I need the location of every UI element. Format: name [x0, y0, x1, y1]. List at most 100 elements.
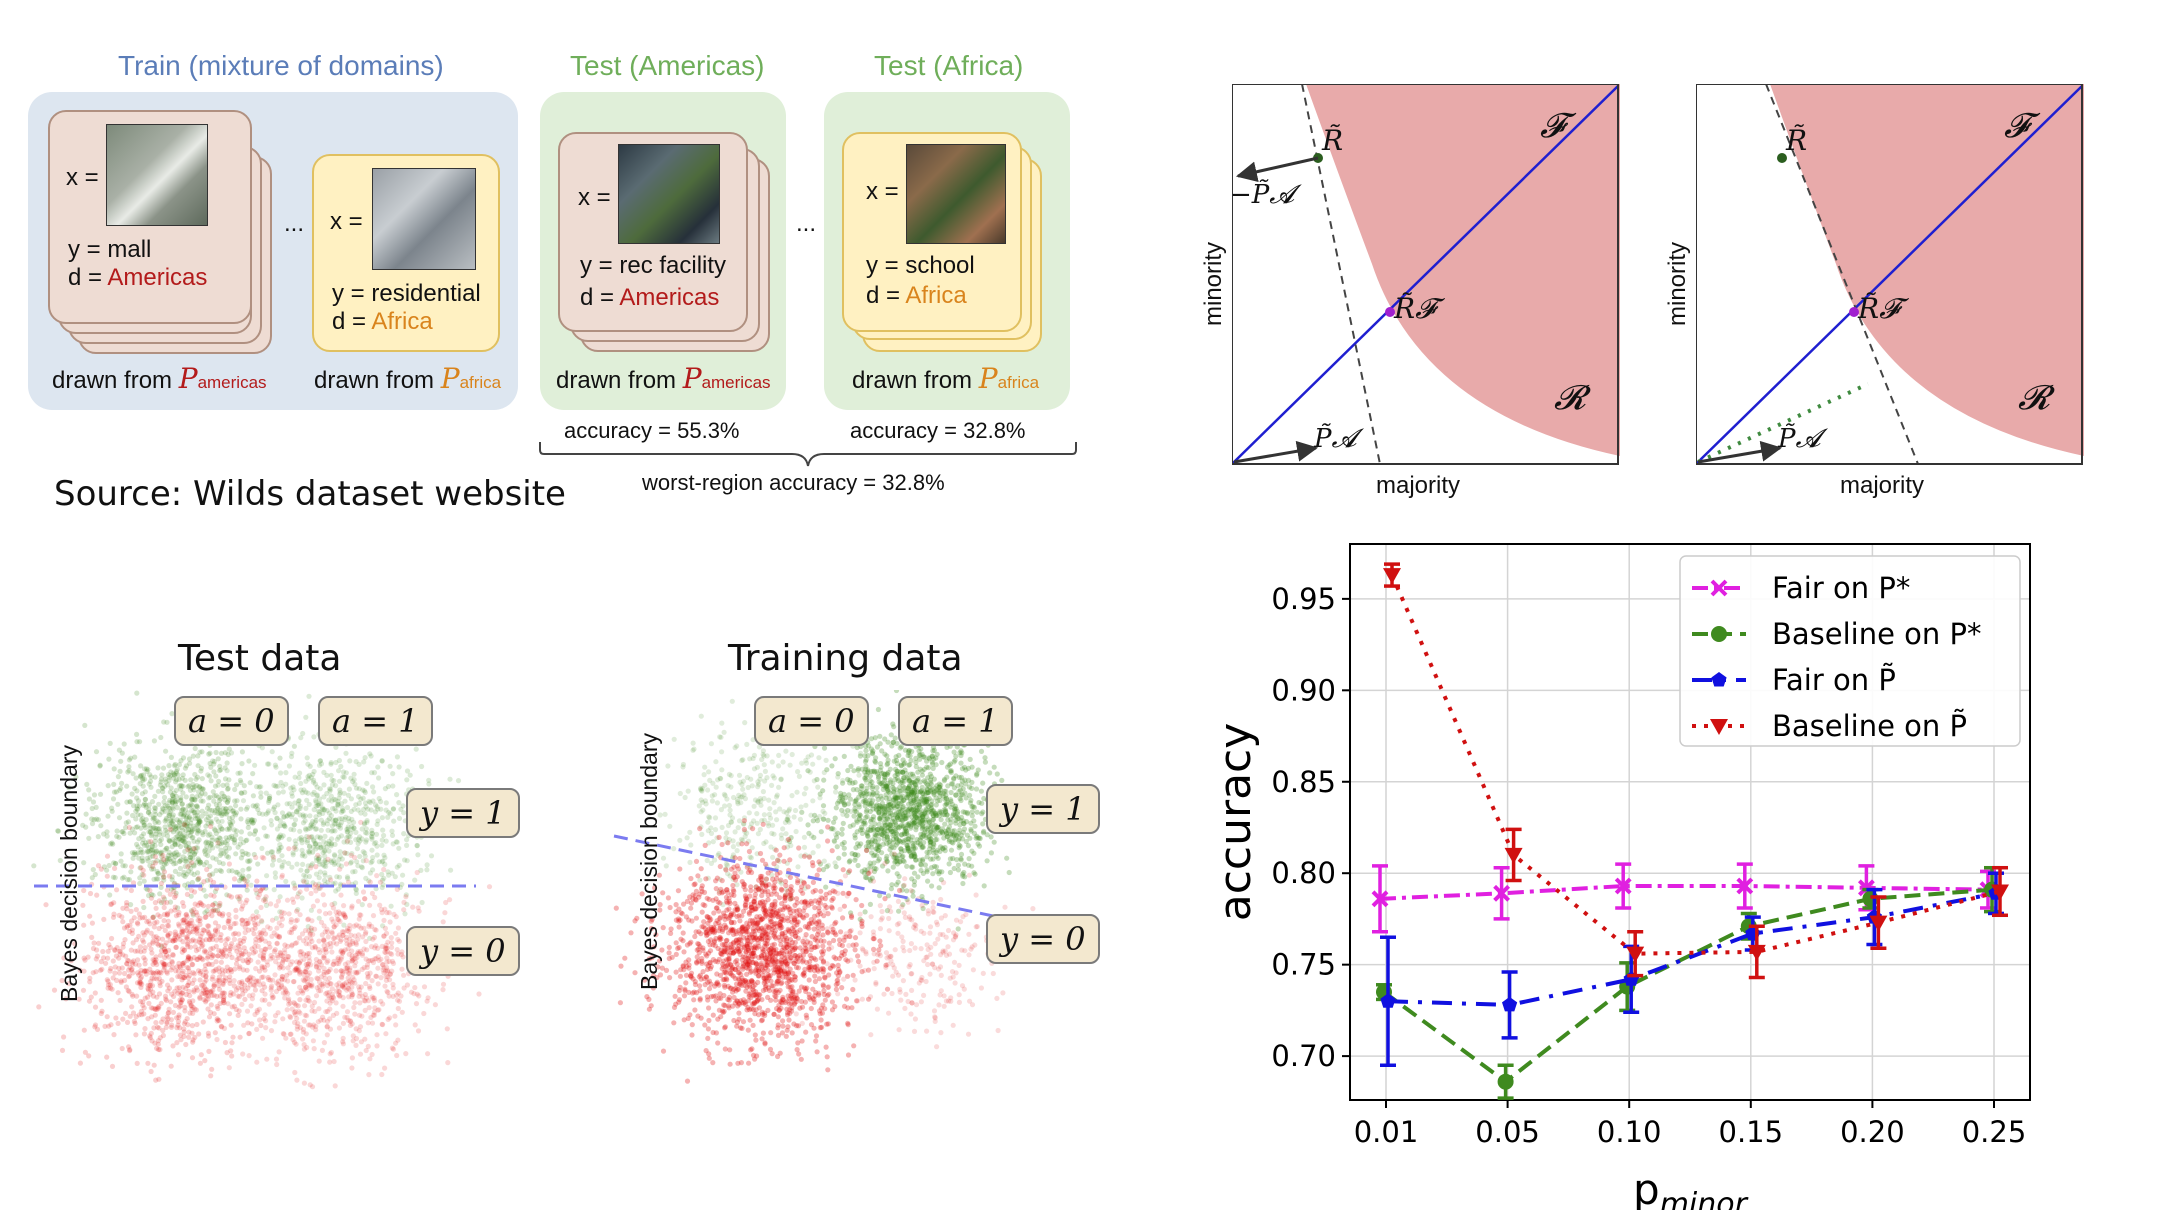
label-a1-right: a = 1	[898, 696, 1013, 746]
series-0	[1371, 862, 1997, 934]
point-cloud	[613, 818, 915, 1084]
x-tick-label: 0.15	[1719, 1115, 1784, 1149]
series-line	[1379, 884, 1989, 901]
x-label: x =	[578, 184, 611, 211]
point-cloud	[761, 851, 1039, 1050]
scatter-training	[613, 690, 1056, 1084]
legend-marker	[1711, 672, 1727, 687]
series-line	[1390, 574, 2001, 956]
region-plot-left	[1232, 84, 1620, 465]
series-line	[1387, 891, 1997, 1007]
series-line	[1382, 887, 1993, 1085]
label-residential: y = residential	[332, 280, 481, 307]
ellipsis: ...	[284, 210, 305, 237]
ellipsis: ...	[796, 210, 817, 237]
label-a0-right: a = 0	[754, 696, 869, 746]
x-label: x =	[866, 178, 899, 205]
drawn-from-africa: drawn from Pafrica	[314, 362, 502, 395]
label-pa: P̃𝓐	[1778, 424, 1821, 454]
x-tick-label: 0.20	[1840, 1115, 1905, 1149]
label-rec-facility: y = rec facility	[580, 252, 727, 279]
y-tick-label: 0.95	[1271, 582, 1336, 616]
fairness-line	[1696, 85, 2083, 465]
y-tick-label: 0.85	[1271, 765, 1336, 799]
arrow-minus-pa	[1235, 156, 1319, 183]
dotted-line	[1697, 382, 1869, 464]
x-label: x =	[330, 208, 363, 235]
label-y0-left: y = 0	[406, 926, 520, 976]
series-2	[1380, 871, 2004, 1067]
ylabel-minority: minority	[1200, 241, 1227, 326]
domain-school: d = Africa	[866, 282, 967, 309]
data-point	[1614, 877, 1632, 895]
scatter-title-training: Training data	[728, 638, 963, 679]
series-3	[1383, 562, 2009, 980]
domain-residential: d = Africa	[332, 308, 433, 335]
arrow-pa	[1233, 440, 1319, 464]
label-r: 𝓡	[2018, 378, 2050, 418]
data-point	[1504, 847, 1523, 864]
label-f: 𝓕	[1540, 106, 1566, 146]
legend-label: Baseline on P*	[1772, 617, 1982, 651]
point-cloud	[31, 690, 316, 950]
card-mall: x = y = mall d = Americas	[48, 110, 252, 324]
legend-box	[1679, 555, 2021, 747]
legend: Fair on P* Baseline on P* Fair on P̃ Baseli…	[1679, 555, 2021, 747]
satellite-image-mall	[106, 124, 208, 226]
legend-label: Fair on P*	[1772, 571, 1910, 605]
x-tick-label: 0.01	[1354, 1115, 1419, 1149]
source-caption: Source: Wilds dataset website	[54, 474, 566, 514]
label-r-tilde: R̃	[1322, 124, 1344, 157]
legend-marker	[1710, 579, 1728, 597]
data-point	[1736, 877, 1754, 895]
scatter-test	[31, 690, 493, 1090]
boundary-label-right: Bayes decision boundary	[636, 733, 662, 990]
data-point	[1747, 944, 1766, 961]
data-point	[1869, 915, 1888, 932]
region-plot-right	[1696, 84, 2084, 465]
x-tick-label: 0.25	[1962, 1115, 2027, 1149]
decision-boundary	[613, 834, 1051, 930]
label-y1-left: y = 1	[406, 788, 520, 838]
ylabel-minority: minority	[1664, 241, 1691, 326]
data-point	[1497, 1073, 1514, 1090]
x-axis-label: pminor	[1633, 1165, 1749, 1210]
x-label: x =	[66, 164, 99, 191]
feasible-region	[1306, 84, 1620, 456]
y-tick-label: 0.80	[1271, 856, 1336, 890]
label-school: y = school	[866, 252, 975, 279]
satellite-image-residential	[372, 168, 476, 270]
legend-label: Fair on P̃	[1772, 663, 1896, 697]
accuracy-chart: 0.70 0.75 0.80 0.85 0.90 0.95 0.01 0.05 0.10 0.15…	[1220, 543, 2031, 1210]
xlabel-majority: majority	[1376, 472, 1461, 499]
label-r: 𝓡	[1554, 378, 1586, 418]
card-rec-facility: x = y = rec facility d = Americas	[558, 132, 748, 332]
data-point	[1383, 568, 1401, 585]
label-f: 𝓕	[2004, 106, 2030, 146]
point-r-tilde	[1777, 153, 1787, 163]
satellite-image-rec-facility	[618, 144, 720, 244]
y-tick-label: 0.90	[1271, 673, 1336, 707]
test-americas-title: Test (Americas)	[570, 50, 765, 81]
feasible-region	[1770, 84, 2084, 456]
data-point	[1991, 884, 2009, 901]
tangent-line	[1301, 84, 1381, 465]
legend-marker	[1711, 626, 1727, 642]
plot-frame	[1349, 543, 2031, 1101]
domain-rec-facility: d = Americas	[580, 284, 720, 311]
drawn-from-americas-test: drawn from Pamericas	[556, 362, 771, 395]
label-rf: R̃𝓕	[1394, 292, 1436, 325]
data-point	[1626, 946, 1645, 963]
point-cloud	[154, 693, 470, 941]
point-cloud	[184, 819, 493, 1090]
satellite-image-school	[906, 144, 1006, 244]
label-y1-right: y = 1	[986, 784, 1100, 834]
label-r-tilde: R̃	[1786, 124, 1808, 157]
point-rf	[1849, 307, 1859, 317]
card-residential: x = y = residential d = Africa	[312, 154, 500, 352]
label-pa: P̃𝓐	[1314, 424, 1357, 454]
y-tick-label: 0.70	[1271, 1039, 1336, 1073]
xlabel-majority: majority	[1840, 472, 1925, 499]
fairness-line	[1232, 85, 1619, 465]
point-rf	[1385, 307, 1395, 317]
